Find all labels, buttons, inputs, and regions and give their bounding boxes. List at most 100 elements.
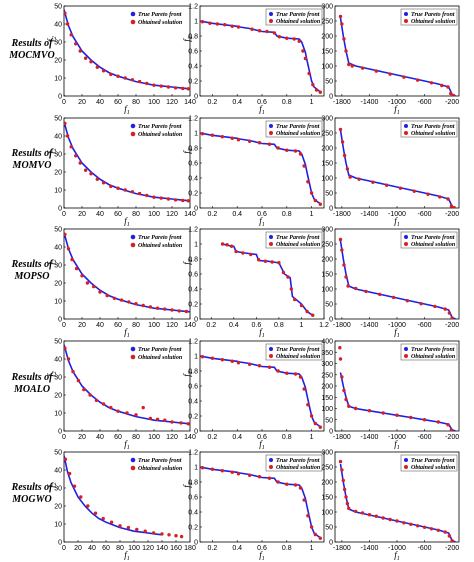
obtained-solution-point xyxy=(225,243,229,247)
obtained-solution-point xyxy=(341,478,345,483)
obtained-solution-point xyxy=(305,309,309,314)
y-tick-label: 40 xyxy=(54,468,62,475)
y-tick-label: 200 xyxy=(321,480,333,487)
row-label-3: Results of MOPSO xyxy=(2,259,62,283)
obtained-solution-point xyxy=(311,313,315,317)
obtained-solution-point xyxy=(395,413,399,417)
legend-marker-obtained xyxy=(404,465,408,469)
obtained-solution-point xyxy=(345,166,350,171)
x-tick-label: -1400 xyxy=(360,434,378,441)
x-tick-label: -1000 xyxy=(388,322,406,329)
legend-label-true: True Pareto front xyxy=(276,235,320,241)
series-group xyxy=(338,127,456,208)
obtained-solution-point xyxy=(338,356,343,361)
obtained-solution-point xyxy=(181,86,185,91)
obtained-solution-point xyxy=(80,274,84,278)
y-tick-label: 150 xyxy=(321,394,333,401)
obtained-solution-point xyxy=(186,198,190,202)
obtained-solution-point xyxy=(109,405,113,409)
x-axis-label: f1 xyxy=(259,327,265,339)
y-tick-label: 0 xyxy=(194,540,198,547)
obtained-solution-point xyxy=(130,78,135,82)
obtained-solution-point xyxy=(112,296,117,300)
obtained-solution-point xyxy=(306,514,310,518)
obtained-solution-point xyxy=(135,527,139,532)
obtained-solution-point xyxy=(143,529,147,533)
y-tick-label: 1 xyxy=(194,465,198,472)
y-tick-label: 0 xyxy=(194,317,198,324)
obtained-solution-point xyxy=(338,237,343,242)
y-tick-label: 0.8 xyxy=(188,257,198,264)
obtained-solution-point xyxy=(340,468,344,472)
obtained-solution-point xyxy=(101,180,106,184)
obtained-solution-point xyxy=(342,263,346,267)
obtained-solution-point xyxy=(174,534,178,538)
obtained-solution-point xyxy=(160,532,164,536)
legend-label-obtained: Obtained solution xyxy=(276,19,321,25)
x-tick-label: 0 xyxy=(62,322,66,329)
y-tick-label: 50 xyxy=(54,4,62,11)
x-tick-label: 140 xyxy=(184,434,196,441)
obtained-solution-point xyxy=(384,183,389,187)
obtained-solution-point xyxy=(155,306,160,310)
obtained-solution-point xyxy=(303,56,308,61)
obtained-solution-point xyxy=(318,425,322,429)
obtained-solution-point xyxy=(123,187,127,192)
obtained-solution-point xyxy=(338,14,343,19)
obtained-solution-point xyxy=(302,498,306,502)
y-tick-label: 10 xyxy=(54,522,62,529)
y-tick-label: 20 xyxy=(54,281,62,288)
obtained-solution-point xyxy=(66,356,71,361)
y-tick-label: 300 xyxy=(321,361,333,368)
legend-marker-obtained xyxy=(269,130,273,135)
x-tick-label: 0 xyxy=(62,211,66,218)
obtained-solution-point xyxy=(116,409,120,413)
obtained-solution-point xyxy=(450,316,454,319)
obtained-solution-point xyxy=(429,527,434,531)
obtained-solution-point xyxy=(318,536,322,540)
obtained-solution-point xyxy=(179,534,184,539)
obtained-solution-point xyxy=(155,417,160,421)
series-group xyxy=(338,237,456,319)
y-tick-label: 50 xyxy=(325,417,333,424)
obtained-solution-point xyxy=(446,85,450,89)
legend-label-obtained: Obtained solution xyxy=(411,242,456,248)
y-tick-label: 300 xyxy=(321,115,333,122)
legend-marker-obtained xyxy=(269,242,273,246)
true-pareto-front-line xyxy=(64,343,190,425)
row-label-line: Results of xyxy=(11,38,53,49)
y-tick-label: 0.8 xyxy=(188,368,198,375)
obtained-solution-point xyxy=(82,387,86,391)
obtained-solution-point xyxy=(277,261,281,265)
y-axis-label: f2 xyxy=(46,36,58,42)
legend-marker-obtained xyxy=(404,130,408,135)
y-tick-label: 300 xyxy=(321,4,333,11)
obtained-solution-point xyxy=(371,180,375,184)
y-tick-label: 50 xyxy=(325,79,333,86)
y-tick-label: 0.8 xyxy=(188,145,198,152)
chart-row2-col2: 0.2 0.4 0.6 0.8 1 0 0.2 0.4 0.6 0.8 1 1.2 f1 f2 True P… xyxy=(182,115,325,228)
legend-marker-obtained xyxy=(404,19,408,23)
obtained-solution-point xyxy=(92,284,96,289)
obtained-solution-point xyxy=(95,177,99,181)
x-tick-label: 40 xyxy=(96,434,104,441)
legend-box xyxy=(400,343,458,360)
obtained-solution-point xyxy=(415,524,420,528)
x-tick-label: 0.6 xyxy=(257,99,267,106)
obtained-solution-point xyxy=(311,83,315,87)
obtained-solution-point xyxy=(119,298,124,302)
obtained-solution-point xyxy=(166,85,171,89)
obtained-solution-point xyxy=(405,299,410,303)
obtained-solution-point xyxy=(74,266,79,271)
obtained-solution-point xyxy=(230,359,234,363)
series-group xyxy=(64,120,190,202)
obtained-solution-point xyxy=(313,421,318,425)
legend-marker-obtained xyxy=(404,353,408,358)
y-axis-label: f2 xyxy=(182,36,194,42)
y-tick-label: 50 xyxy=(54,338,62,345)
obtained-solution-point xyxy=(360,66,365,70)
obtained-solution-point xyxy=(276,480,280,484)
y-tick-label: 0.2 xyxy=(188,190,198,197)
obtained-solution-point xyxy=(89,60,93,64)
